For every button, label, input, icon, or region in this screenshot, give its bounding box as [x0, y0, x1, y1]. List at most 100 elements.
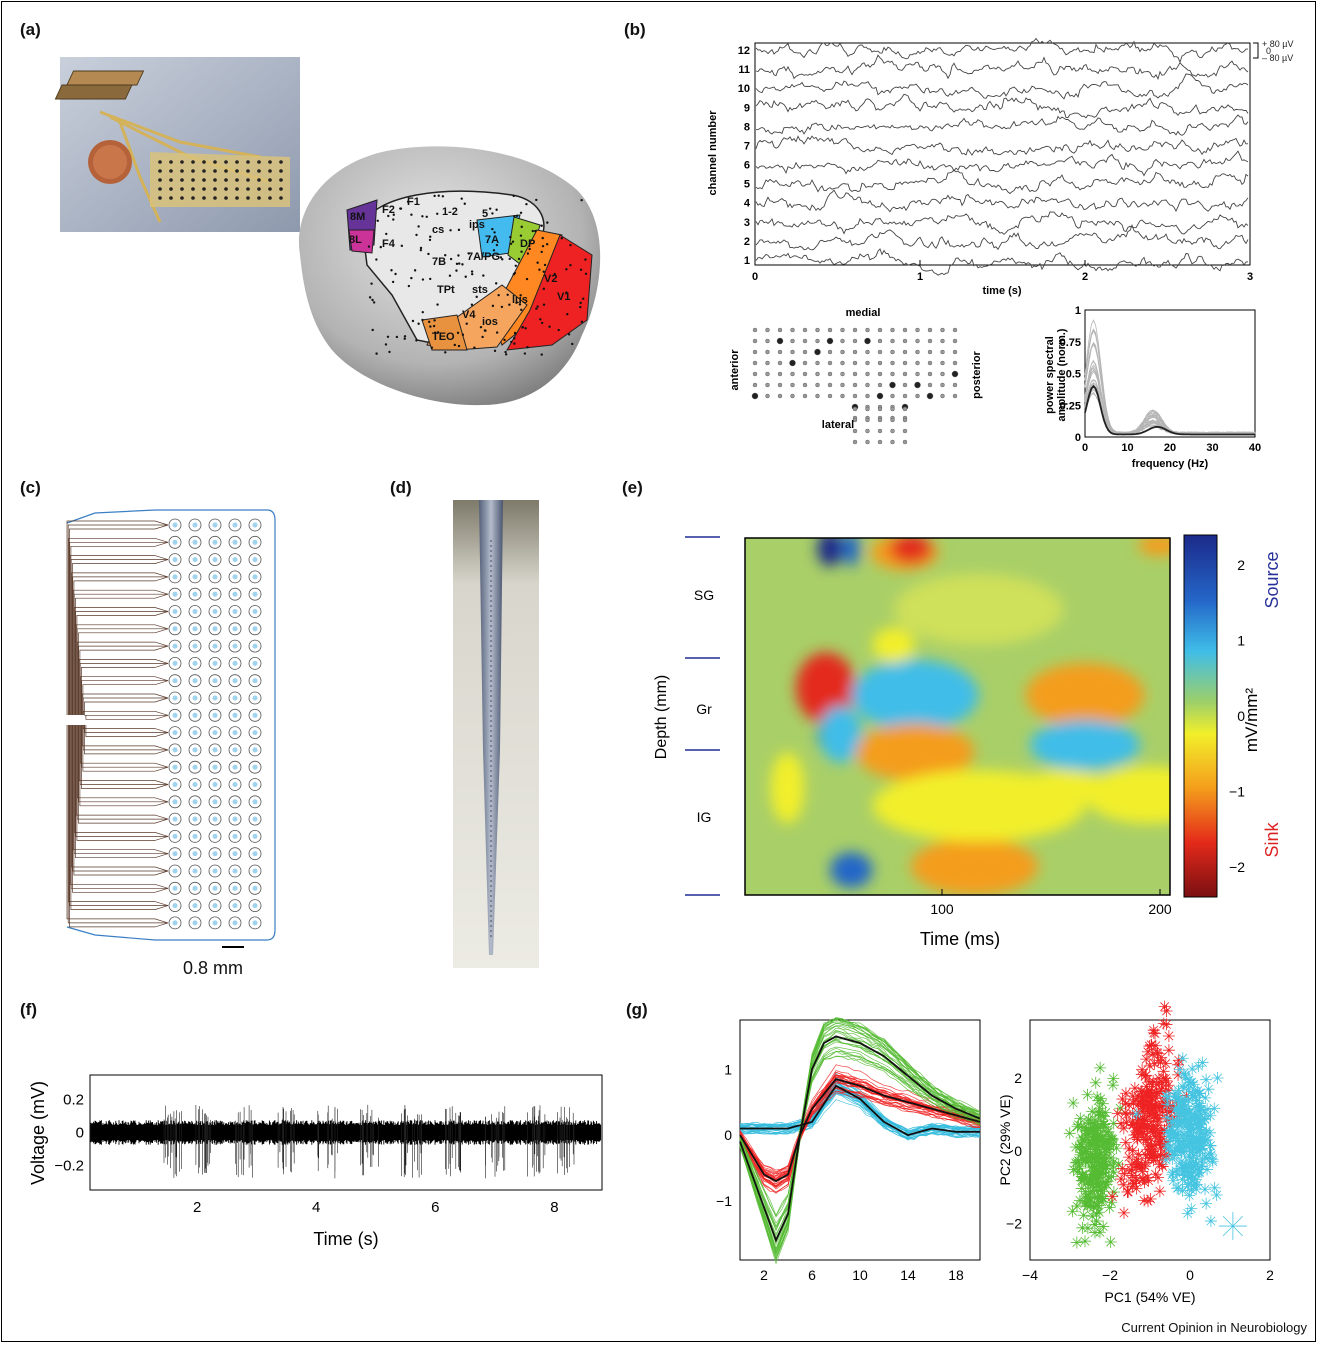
probe-site [228, 778, 242, 791]
psd-xtick: 0 [1082, 442, 1088, 454]
panel-label-f: (f) [20, 1000, 37, 1019]
voltage-ytick: −0.2 [54, 1157, 84, 1174]
probe-site [228, 674, 242, 688]
csd-xtick-100: 100 [930, 901, 954, 917]
psd-xtick: 40 [1249, 442, 1261, 454]
grid-electrode [902, 327, 908, 333]
voltage-trace-plot: 0.2 0 −0.2 2 4 6 8 Voltage (mV) Time (s) [28, 1074, 603, 1249]
csd-blob [770, 752, 805, 824]
waveform-trace [739, 1093, 981, 1140]
brain-label: lus [512, 294, 528, 306]
grid-electrode [915, 371, 920, 377]
channel-label: 12 [738, 45, 750, 57]
channel-label: 9 [744, 102, 750, 114]
grid-electrode [865, 428, 870, 434]
probe-site [208, 778, 222, 791]
probe-site [208, 847, 222, 861]
grid-electrode [777, 371, 783, 377]
traces-xtick: 1 [917, 271, 923, 283]
probe-site [168, 847, 182, 861]
probe-site [168, 881, 182, 895]
grid-electrode [890, 349, 895, 355]
waveform-trace [739, 1023, 981, 1261]
probe-site [168, 778, 182, 791]
brain-label: 7A/PG [467, 251, 500, 263]
grid-electrode [790, 382, 795, 388]
waveform-mean [739, 1078, 981, 1183]
grid-electrode [902, 349, 908, 355]
pca-xtick: 0 [1186, 1267, 1194, 1283]
voltage-xtick: 6 [431, 1199, 439, 1216]
brain-label: 8L [349, 234, 362, 246]
grid-electrode [840, 393, 845, 399]
probe-site [188, 778, 202, 791]
probe-site [168, 691, 182, 705]
channel-trace [755, 54, 1249, 81]
traces-xtick: 2 [1082, 271, 1088, 283]
waveform-mean [739, 1035, 981, 1243]
grid-electrode [765, 360, 770, 366]
probe-site [248, 743, 262, 757]
grid-electrode [940, 382, 945, 388]
probe-site [248, 899, 262, 913]
grid-electrode [777, 327, 783, 333]
grid-electrode [790, 393, 795, 399]
grid-electrode [940, 349, 945, 355]
probe-site [208, 881, 222, 895]
brain-label: V1 [557, 291, 570, 303]
pca-xtick: −4 [1022, 1267, 1038, 1283]
probe-site [228, 553, 242, 566]
csd-blob [817, 538, 843, 567]
grid-electrode [840, 371, 845, 377]
probe-site [208, 726, 222, 740]
probe-site [188, 743, 202, 757]
csd-blob [910, 837, 1039, 895]
probe-site [188, 812, 202, 826]
grid-electrode [777, 382, 783, 388]
brain-label: 8M [350, 211, 365, 223]
grid-electrode [877, 382, 883, 388]
psd-ytick: 0.5 [1066, 369, 1081, 381]
grid-electrode [940, 338, 945, 344]
grid-electrode [827, 382, 833, 388]
grid-electrode [926, 392, 934, 400]
sink-label: Sink [1262, 821, 1282, 857]
pca-xtick: 2 [1266, 1267, 1274, 1283]
brain-label: 7B [432, 256, 446, 268]
pca-xtick: −2 [1102, 1267, 1118, 1283]
grid-electrode [765, 382, 770, 388]
grid-electrode [840, 382, 845, 388]
psd-xtick: 30 [1206, 442, 1218, 454]
probe-site [248, 570, 262, 584]
waveform-ytick: 0 [724, 1127, 732, 1143]
pca-cluster [1130, 1052, 1224, 1228]
cbar-tick: 2 [1237, 557, 1245, 573]
probe-site [228, 760, 242, 774]
probe-site [188, 622, 202, 636]
traces-xtick: 0 [752, 271, 758, 283]
grid-electrode [927, 349, 933, 355]
grid-electrode [902, 393, 908, 399]
psd-xlabel: frequency (Hz) [1132, 458, 1209, 470]
traces-xlabel: time (s) [982, 285, 1021, 297]
waveform-trace [739, 1017, 981, 1256]
probe-site [248, 639, 262, 653]
channel-label: 7 [744, 140, 750, 152]
pca-ylabel: PC2 (29% VE) [997, 1094, 1013, 1185]
psd-channel-line [1084, 364, 1256, 435]
probe-site [188, 656, 202, 670]
brain-label: V2 [544, 273, 557, 285]
scale-bottom: – 80 µV [1262, 53, 1293, 63]
csd-xlabel: Time (ms) [920, 929, 1000, 949]
pca-ytick: 2 [1014, 1070, 1022, 1086]
grid-electrode [915, 393, 920, 399]
probe-site [228, 622, 242, 636]
channel-label: 8 [744, 121, 750, 133]
pca-ytick: −2 [1006, 1216, 1022, 1232]
csd-blob [1029, 720, 1141, 771]
waveform-trace [739, 1039, 981, 1244]
pca-cluster [1218, 1212, 1247, 1241]
psd-channel-line [1084, 359, 1256, 435]
laminar-probe-photo [453, 500, 539, 968]
